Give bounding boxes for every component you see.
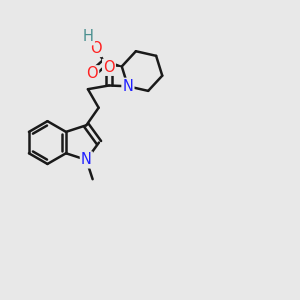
- Text: H: H: [83, 29, 94, 44]
- Text: N: N: [122, 79, 134, 94]
- Text: O: O: [103, 60, 115, 75]
- Polygon shape: [104, 60, 122, 67]
- Text: O: O: [90, 41, 102, 56]
- Text: N: N: [81, 152, 92, 167]
- Text: O: O: [86, 66, 98, 81]
